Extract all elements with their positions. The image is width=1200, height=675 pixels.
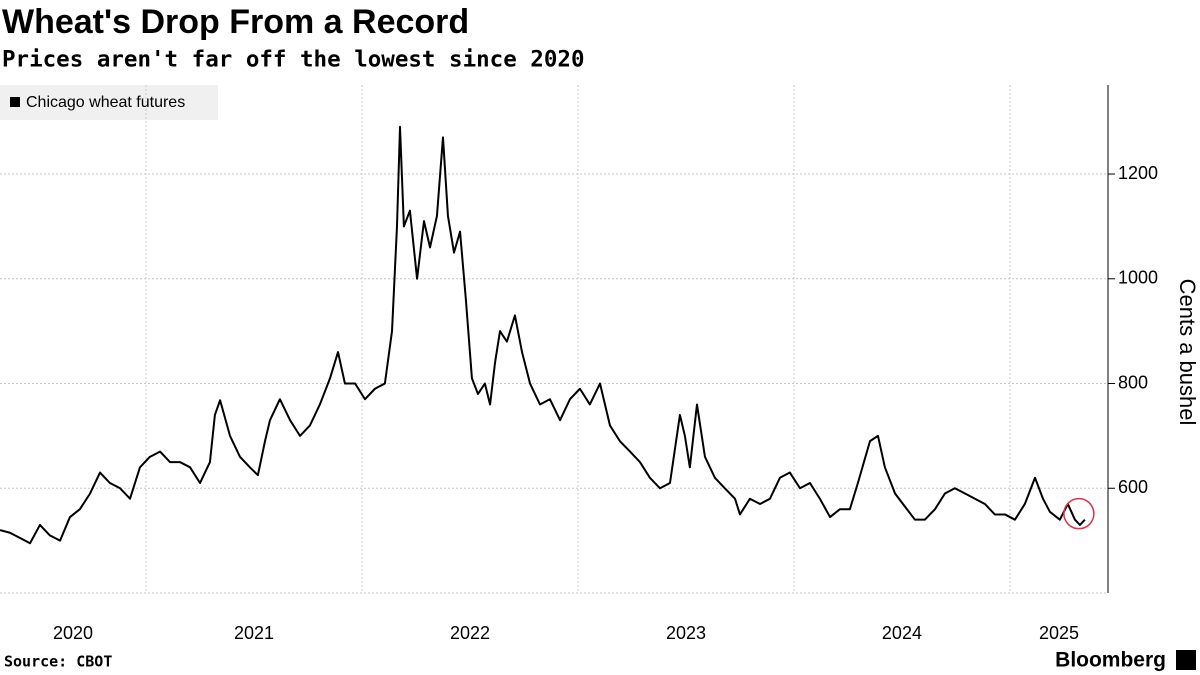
x-tick-label: 2021 bbox=[234, 623, 274, 643]
y-axis-label: Cents a bushel bbox=[1175, 279, 1200, 426]
x-tick-label: 2020 bbox=[53, 623, 93, 643]
y-tick-label: 1200 bbox=[1118, 163, 1158, 183]
legend-box bbox=[0, 85, 218, 120]
y-tick-label: 600 bbox=[1118, 477, 1148, 497]
credit: Bloomberg bbox=[1055, 649, 1166, 672]
logo bbox=[1176, 650, 1196, 670]
x-tick-label: 2024 bbox=[882, 623, 922, 643]
chart-title: Wheat's Drop From a Record bbox=[2, 3, 469, 41]
source: Source: CBOT bbox=[4, 653, 112, 671]
y-tick-label: 1000 bbox=[1118, 268, 1158, 288]
x-tick-label: 2025 bbox=[1039, 623, 1079, 643]
series-line bbox=[0, 125, 1086, 545]
legend-label: Chicago wheat futures bbox=[26, 94, 185, 111]
x-tick-label: 2023 bbox=[666, 623, 706, 643]
highlight-circle bbox=[1063, 497, 1095, 530]
y-tick-label: 800 bbox=[1118, 372, 1148, 392]
chart-subtitle: Prices aren't far off the lowest since 2… bbox=[2, 47, 584, 73]
x-tick-label: 2022 bbox=[450, 623, 490, 643]
legend-swatch bbox=[10, 97, 20, 107]
